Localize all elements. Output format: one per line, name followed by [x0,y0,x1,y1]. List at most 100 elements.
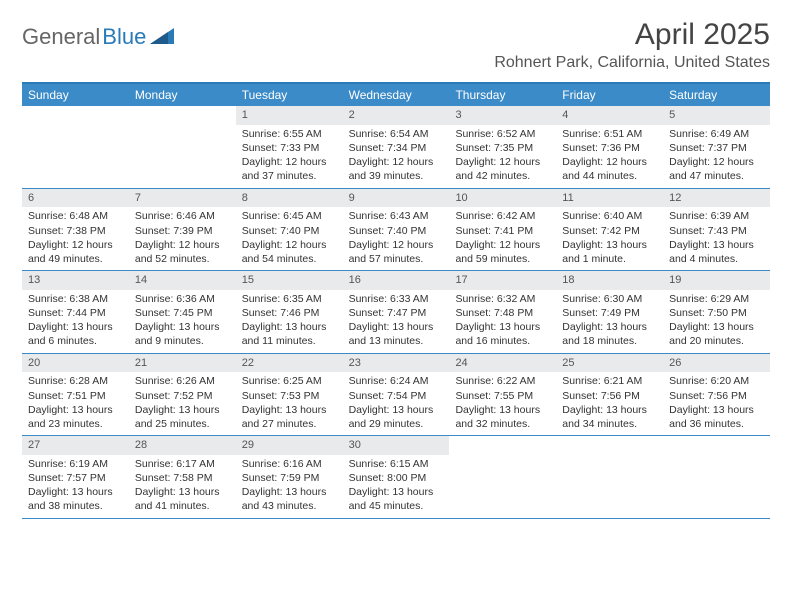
day-number: 2 [343,106,450,125]
day-number: 9 [343,189,450,208]
calendar-cell [129,106,236,188]
cell-content: Sunrise: 6:29 AMSunset: 7:50 PMDaylight:… [663,290,770,353]
calendar-week: 13Sunrise: 6:38 AMSunset: 7:44 PMDayligh… [22,271,770,354]
sunrise-text: Sunrise: 6:25 AM [242,374,337,388]
sunset-text: Sunset: 7:41 PM [455,224,550,238]
sunset-text: Sunset: 7:57 PM [28,471,123,485]
day-number: 30 [343,436,450,455]
sunset-text: Sunset: 7:35 PM [455,141,550,155]
daylight-text: Daylight: 13 hours and 32 minutes. [455,403,550,431]
sunrise-text: Sunrise: 6:30 AM [562,292,657,306]
calendar-week: 27Sunrise: 6:19 AMSunset: 7:57 PMDayligh… [22,436,770,519]
calendar-cell: 2Sunrise: 6:54 AMSunset: 7:34 PMDaylight… [343,106,450,188]
daylight-text: Daylight: 12 hours and 49 minutes. [28,238,123,266]
day-number: 25 [556,354,663,373]
calendar-cell: 20Sunrise: 6:28 AMSunset: 7:51 PMDayligh… [22,354,129,436]
day-header: Monday [129,84,236,106]
cell-content: Sunrise: 6:36 AMSunset: 7:45 PMDaylight:… [129,290,236,353]
daylight-text: Daylight: 13 hours and 13 minutes. [349,320,444,348]
daylight-text: Daylight: 13 hours and 45 minutes. [349,485,444,513]
cell-content: Sunrise: 6:19 AMSunset: 7:57 PMDaylight:… [22,455,129,518]
sunrise-text: Sunrise: 6:51 AM [562,127,657,141]
calendar-cell: 14Sunrise: 6:36 AMSunset: 7:45 PMDayligh… [129,271,236,353]
calendar-cell: 4Sunrise: 6:51 AMSunset: 7:36 PMDaylight… [556,106,663,188]
cell-content: Sunrise: 6:38 AMSunset: 7:44 PMDaylight:… [22,290,129,353]
cell-content: Sunrise: 6:43 AMSunset: 7:40 PMDaylight:… [343,207,450,270]
day-number: 15 [236,271,343,290]
sunset-text: Sunset: 7:36 PM [562,141,657,155]
cell-content: Sunrise: 6:49 AMSunset: 7:37 PMDaylight:… [663,125,770,188]
sunset-text: Sunset: 7:55 PM [455,389,550,403]
sunset-text: Sunset: 7:40 PM [349,224,444,238]
calendar-cell [449,436,556,518]
calendar-cell: 7Sunrise: 6:46 AMSunset: 7:39 PMDaylight… [129,189,236,271]
cell-content: Sunrise: 6:20 AMSunset: 7:56 PMDaylight:… [663,372,770,435]
calendar-cell [556,436,663,518]
daylight-text: Daylight: 13 hours and 1 minute. [562,238,657,266]
daylight-text: Daylight: 12 hours and 57 minutes. [349,238,444,266]
daylight-text: Daylight: 12 hours and 37 minutes. [242,155,337,183]
sunset-text: Sunset: 7:46 PM [242,306,337,320]
calendar-cell: 1Sunrise: 6:55 AMSunset: 7:33 PMDaylight… [236,106,343,188]
daylight-text: Daylight: 12 hours and 44 minutes. [562,155,657,183]
sunrise-text: Sunrise: 6:29 AM [669,292,764,306]
header: GeneralBlue April 2025 Rohnert Park, Cal… [22,18,770,72]
daylight-text: Daylight: 13 hours and 41 minutes. [135,485,230,513]
calendar-cell [22,106,129,188]
day-number: 21 [129,354,236,373]
daylight-text: Daylight: 13 hours and 43 minutes. [242,485,337,513]
sunrise-text: Sunrise: 6:33 AM [349,292,444,306]
daylight-text: Daylight: 13 hours and 25 minutes. [135,403,230,431]
sunrise-text: Sunrise: 6:32 AM [455,292,550,306]
sunset-text: Sunset: 7:59 PM [242,471,337,485]
calendar: Sunday Monday Tuesday Wednesday Thursday… [22,82,770,519]
logo-text-1: General [22,24,100,50]
day-number: 6 [22,189,129,208]
cell-content: Sunrise: 6:30 AMSunset: 7:49 PMDaylight:… [556,290,663,353]
logo-triangle-icon [150,26,174,49]
cell-content: Sunrise: 6:35 AMSunset: 7:46 PMDaylight:… [236,290,343,353]
day-number: 10 [449,189,556,208]
sunrise-text: Sunrise: 6:16 AM [242,457,337,471]
cell-content: Sunrise: 6:33 AMSunset: 7:47 PMDaylight:… [343,290,450,353]
calendar-cell: 23Sunrise: 6:24 AMSunset: 7:54 PMDayligh… [343,354,450,436]
sunrise-text: Sunrise: 6:36 AM [135,292,230,306]
calendar-cell: 5Sunrise: 6:49 AMSunset: 7:37 PMDaylight… [663,106,770,188]
sunrise-text: Sunrise: 6:21 AM [562,374,657,388]
sunrise-text: Sunrise: 6:28 AM [28,374,123,388]
daylight-text: Daylight: 12 hours and 47 minutes. [669,155,764,183]
calendar-cell: 26Sunrise: 6:20 AMSunset: 7:56 PMDayligh… [663,354,770,436]
cell-content: Sunrise: 6:24 AMSunset: 7:54 PMDaylight:… [343,372,450,435]
day-header: Saturday [663,84,770,106]
daylight-text: Daylight: 13 hours and 23 minutes. [28,403,123,431]
daylight-text: Daylight: 13 hours and 36 minutes. [669,403,764,431]
daylight-text: Daylight: 12 hours and 59 minutes. [455,238,550,266]
day-header: Thursday [449,84,556,106]
title-block: April 2025 Rohnert Park, California, Uni… [494,18,770,72]
day-header: Wednesday [343,84,450,106]
cell-content: Sunrise: 6:21 AMSunset: 7:56 PMDaylight:… [556,372,663,435]
calendar-week: 6Sunrise: 6:48 AMSunset: 7:38 PMDaylight… [22,189,770,272]
sunrise-text: Sunrise: 6:48 AM [28,209,123,223]
calendar-cell [663,436,770,518]
cell-content: Sunrise: 6:40 AMSunset: 7:42 PMDaylight:… [556,207,663,270]
calendar-cell: 29Sunrise: 6:16 AMSunset: 7:59 PMDayligh… [236,436,343,518]
calendar-cell: 13Sunrise: 6:38 AMSunset: 7:44 PMDayligh… [22,271,129,353]
sunrise-text: Sunrise: 6:55 AM [242,127,337,141]
sunrise-text: Sunrise: 6:20 AM [669,374,764,388]
sunset-text: Sunset: 8:00 PM [349,471,444,485]
day-number: 24 [449,354,556,373]
cell-content: Sunrise: 6:22 AMSunset: 7:55 PMDaylight:… [449,372,556,435]
sunrise-text: Sunrise: 6:19 AM [28,457,123,471]
sunrise-text: Sunrise: 6:24 AM [349,374,444,388]
logo-text-2: Blue [102,24,146,50]
sunset-text: Sunset: 7:37 PM [669,141,764,155]
cell-content: Sunrise: 6:46 AMSunset: 7:39 PMDaylight:… [129,207,236,270]
sunrise-text: Sunrise: 6:15 AM [349,457,444,471]
sunset-text: Sunset: 7:40 PM [242,224,337,238]
calendar-cell: 16Sunrise: 6:33 AMSunset: 7:47 PMDayligh… [343,271,450,353]
daylight-text: Daylight: 12 hours and 42 minutes. [455,155,550,183]
day-header: Tuesday [236,84,343,106]
cell-content: Sunrise: 6:42 AMSunset: 7:41 PMDaylight:… [449,207,556,270]
cell-content: Sunrise: 6:48 AMSunset: 7:38 PMDaylight:… [22,207,129,270]
